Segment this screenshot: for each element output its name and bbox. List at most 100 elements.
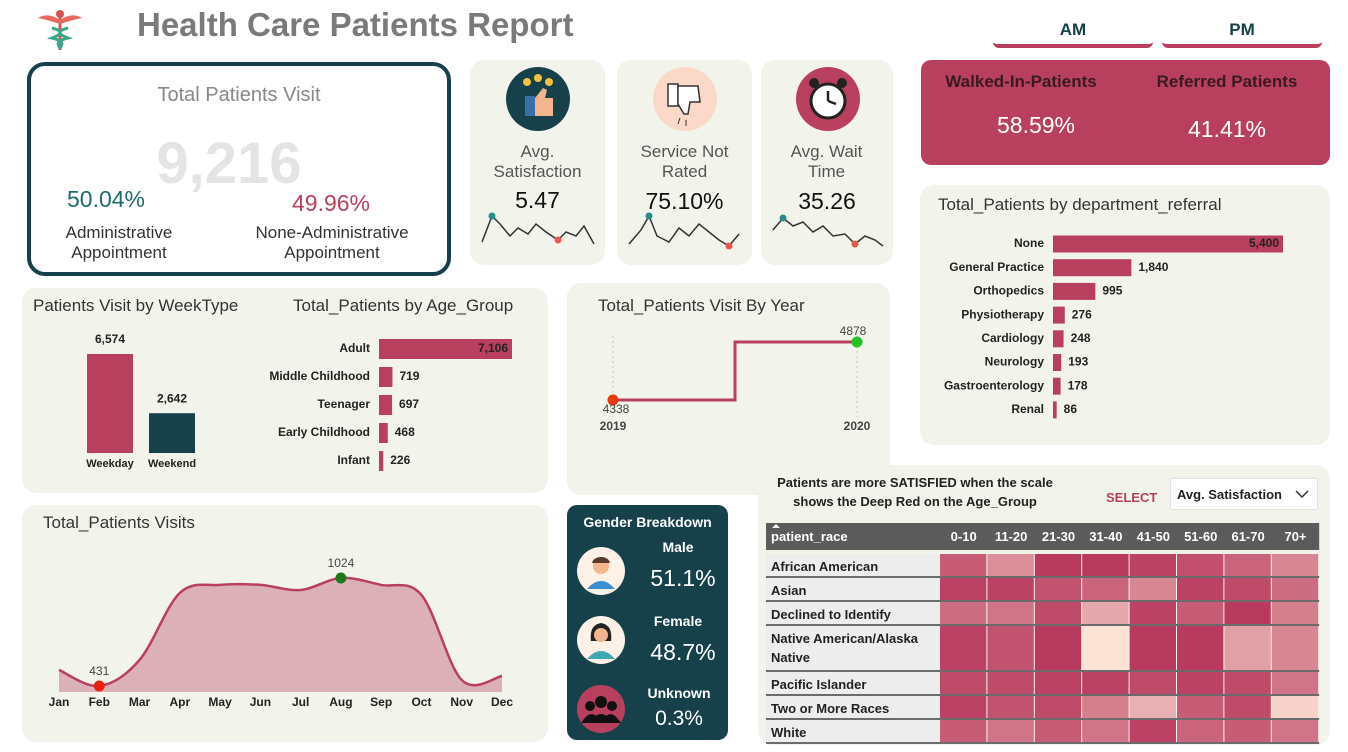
column-label: 70+ — [1284, 529, 1306, 544]
heat-cell — [1177, 578, 1224, 600]
measure-dropdown[interactable]: Avg. Satisfaction — [1170, 478, 1318, 510]
y-tick-label: Early Childhood — [278, 425, 370, 439]
x-tick-label: Feb — [89, 695, 110, 709]
value-label: 4338 — [603, 402, 630, 416]
chart-title: Total_Patients Visits — [43, 513, 195, 532]
heat-cell — [987, 554, 1034, 576]
y-tick-label: Cardiology — [981, 331, 1044, 345]
bar — [1053, 401, 1057, 419]
total-visits-card: Total Patients Visit 9,216 50.04% Admini… — [27, 62, 451, 276]
heat-cell — [940, 720, 987, 742]
row-label-bg — [766, 696, 940, 718]
gender-value: 0.3% — [655, 707, 703, 730]
bar — [379, 451, 384, 471]
value-label: 178 — [1068, 378, 1088, 392]
heat-cell — [1224, 672, 1271, 694]
kpi-label: Service Not Rated — [640, 142, 729, 181]
gender-label: Male — [662, 539, 694, 555]
bar — [379, 367, 393, 387]
heat-cell — [1082, 578, 1129, 600]
heat-cell — [1034, 672, 1082, 694]
bar — [87, 354, 133, 453]
row-label-bg — [766, 672, 940, 694]
row-label-bg — [766, 554, 940, 576]
x-tick-label: Weekday — [86, 458, 134, 470]
row-label: African American — [771, 559, 879, 574]
y-tick-label: Teenager — [318, 397, 371, 411]
admin-label: Administrative Appointment — [65, 223, 173, 262]
row-label-bg — [766, 602, 940, 624]
heat-cell — [940, 626, 987, 670]
total-value: 9,216 — [156, 131, 302, 196]
line — [613, 340, 857, 402]
y-tick-label: Infant — [337, 453, 370, 467]
kpi-value: 75.10% — [645, 188, 724, 214]
heat-cell — [987, 602, 1034, 624]
point — [335, 572, 347, 584]
y-tick-label: Orthopedics — [973, 284, 1044, 298]
bar — [1053, 354, 1062, 371]
select-label: SELECT — [1106, 490, 1158, 505]
value-label: 1024 — [328, 556, 355, 570]
heat-cell — [1271, 626, 1319, 670]
y-tick-label: Middle Childhood — [269, 369, 370, 383]
value-label: 86 — [1064, 402, 1078, 416]
y-tick-label: Renal — [1011, 402, 1044, 416]
heat-cell — [1224, 578, 1271, 600]
sort-arrow — [772, 524, 780, 528]
heat-cell — [1224, 696, 1271, 718]
row-header: patient_race — [771, 529, 848, 544]
column-label: 21-30 — [1042, 529, 1075, 544]
referral-card: Walked-In-Patients 58.59% Referred Patie… — [921, 60, 1330, 165]
gender-value: 51.1% — [650, 565, 716, 591]
x-tick-label: Apr — [169, 695, 190, 709]
chart: Adult 7,106 Middle Childhood 719 Teenager 697… — [269, 339, 512, 471]
heat-cell — [1224, 720, 1271, 742]
point — [607, 394, 619, 406]
gender-value: 48.7% — [650, 639, 716, 665]
bar — [149, 413, 195, 453]
heat-cell — [1082, 696, 1129, 718]
value-label: 2,642 — [157, 391, 187, 405]
heat-cell — [987, 578, 1034, 600]
heat-cell — [1271, 720, 1319, 742]
heat-cell — [1177, 554, 1224, 576]
row-label-bg — [766, 578, 940, 600]
chart-title: Total_Patients Visit By Year — [598, 296, 805, 315]
heat-cell — [1034, 554, 1082, 576]
bar — [1053, 306, 1065, 324]
heat-cell — [1224, 602, 1271, 624]
row-label: Asian — [771, 583, 807, 598]
row-label: Declined to Identify — [771, 607, 891, 622]
value-label: 6,574 — [95, 332, 125, 346]
x-tick-label: Jun — [250, 695, 271, 709]
value-label: 468 — [395, 425, 415, 439]
bar — [1053, 259, 1132, 277]
dropdown-value: Avg. Satisfaction — [1177, 487, 1282, 502]
kpi-card: Service Not Rated 75.10% — [617, 60, 752, 265]
x-tick-label: Nov — [450, 695, 473, 709]
non-admin-share: 49.96% — [291, 190, 370, 216]
sparkline — [772, 214, 884, 248]
admin-share: 50.04% — [66, 186, 145, 212]
header-row — [766, 523, 1320, 550]
gender-label: Unknown — [647, 685, 711, 701]
chart: patient_race 0-10 11-20 21-30 31-40 41-50 51-6… — [766, 523, 1320, 744]
value-label: 4878 — [840, 324, 867, 338]
heat-cell — [940, 578, 987, 600]
gender-title: Gender Breakdown — [583, 514, 712, 530]
period-button[interactable]: AM — [993, 20, 1153, 48]
heat-cell — [1082, 720, 1129, 742]
x-tick-label: Jul — [292, 695, 309, 709]
period-button[interactable]: PM — [1162, 20, 1322, 48]
kpi-card: Avg. Wait Time 35.26 — [761, 60, 893, 265]
heat-cell — [1082, 672, 1129, 694]
heat-cell — [1271, 696, 1319, 718]
column-label: 31-40 — [1089, 529, 1122, 544]
x-tick-label: Mar — [129, 695, 151, 709]
value-label: 276 — [1072, 307, 1092, 321]
row-label: Pacific Islander — [771, 677, 867, 692]
chart-title: Total_Patients by department_referral — [938, 195, 1222, 214]
value-label: 995 — [1102, 284, 1122, 298]
